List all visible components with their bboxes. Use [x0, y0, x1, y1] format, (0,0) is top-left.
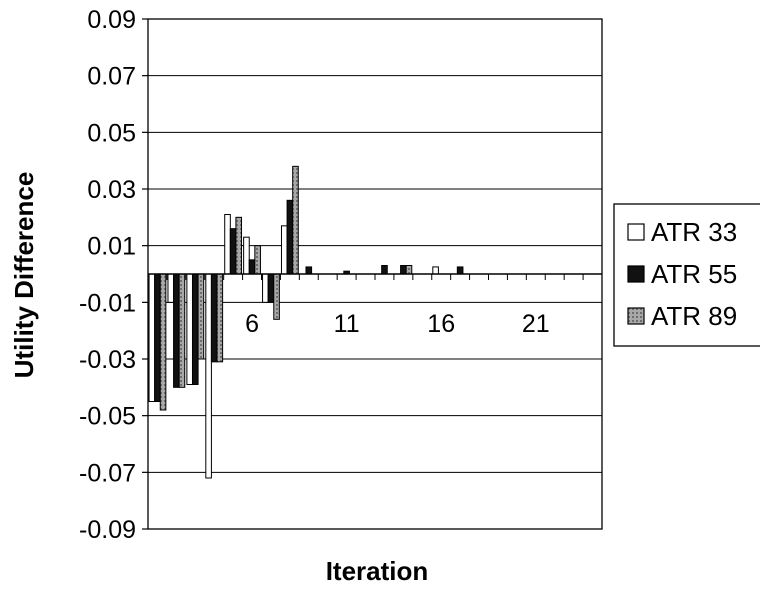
bar-atr-33	[262, 273, 269, 303]
bar-atr-33	[280, 225, 288, 275]
bar-atr-89	[235, 216, 243, 275]
bar-atr-55	[248, 259, 256, 275]
bar-atr-89	[292, 165, 299, 275]
y-tick-label: 0.09	[87, 6, 136, 34]
legend-label: ATR 55	[651, 259, 737, 289]
y-tick-label: -0.07	[79, 459, 136, 487]
legend-label: ATR 89	[651, 301, 737, 331]
y-tick-label: 0.01	[87, 233, 136, 261]
legend-swatch	[627, 307, 645, 325]
x-tick-labels: 6 11 16 21	[245, 310, 550, 338]
bar-atr-55	[210, 273, 218, 363]
x-tick-label: 11	[334, 310, 360, 338]
bar-atr-89	[159, 273, 167, 411]
gridlines	[142, 18, 602, 530]
bar-atr-55	[286, 199, 294, 275]
legend: ATR 33 ATR 55 ATR 89	[613, 203, 760, 347]
zero-axis	[147, 273, 603, 280]
bar-atr-55	[267, 273, 275, 303]
bar-atr-33	[432, 266, 439, 275]
bar-atr-55	[400, 265, 407, 275]
bar-atr-33	[148, 273, 156, 402]
bar-atr-55	[154, 273, 161, 402]
y-tick-label: 0.03	[87, 176, 136, 204]
bar-atr-89	[216, 273, 224, 363]
bar-atr-33	[243, 236, 250, 275]
legend-swatch	[627, 223, 645, 241]
y-tick-label: -0.09	[79, 516, 136, 544]
y-axis-title: Utility Difference	[9, 172, 39, 379]
bar-atr-55	[456, 266, 464, 275]
bar-atr-89	[405, 265, 413, 275]
x-tick-label: 16	[427, 310, 455, 338]
bar-atr-55	[229, 228, 237, 275]
x-tick-label: 6	[245, 310, 259, 338]
bar-atr-55	[305, 266, 313, 275]
y-tick-label: -0.01	[79, 289, 136, 317]
bar-atr-33	[186, 273, 193, 385]
bar-atr-33	[224, 214, 231, 275]
bar-atr-89	[254, 245, 261, 275]
bar-atr-55	[191, 273, 199, 385]
bar-atr-55	[173, 273, 180, 388]
y-tick-label: -0.03	[79, 346, 136, 374]
bar-atr-89	[178, 273, 186, 388]
x-axis-title: Iteration	[326, 556, 429, 586]
bar-atr-89	[273, 273, 280, 320]
y-tick-label: 0.07	[87, 63, 136, 91]
bar-atr-33	[167, 273, 175, 303]
bar-atr-89	[197, 273, 205, 360]
y-tick-label: -0.05	[79, 403, 136, 431]
legend-swatch	[627, 265, 645, 283]
x-tick-label: 21	[522, 310, 550, 338]
legend-label: ATR 33	[651, 217, 737, 247]
bar-atr-55	[381, 265, 388, 275]
y-tick-label: 0.05	[87, 119, 136, 147]
bar-atr-33	[205, 273, 212, 479]
y-tick-labels: 0.09 0.07 0.05 0.03 0.01 -0.01 -0.03 -0.05 -0.07…	[79, 6, 136, 544]
